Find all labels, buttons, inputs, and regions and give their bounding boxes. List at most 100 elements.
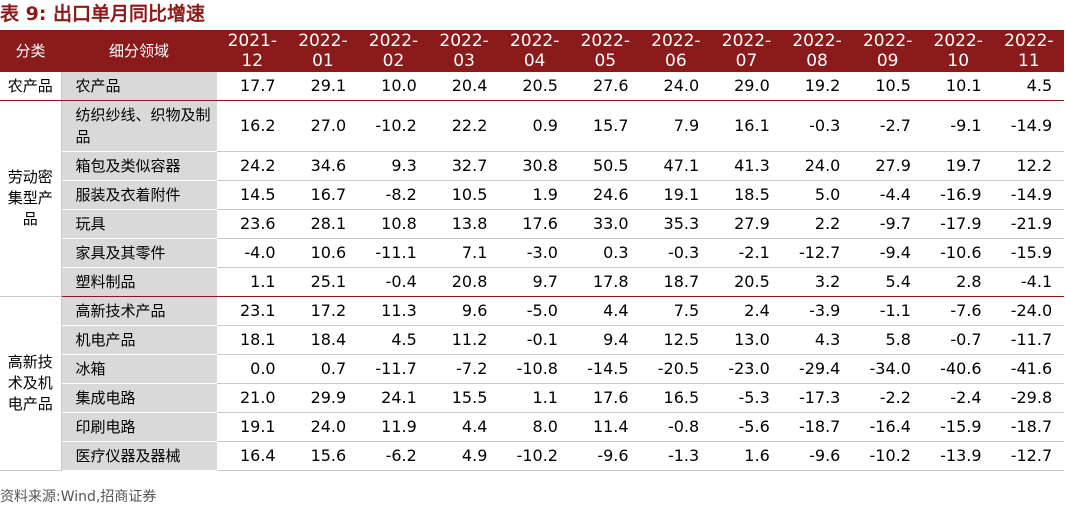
value-cell: -11.1 xyxy=(358,238,429,268)
value-cell: 11.4 xyxy=(569,412,641,442)
value-cell: -2.7 xyxy=(852,100,923,152)
value-cell: -18.7 xyxy=(993,412,1065,442)
header-month: 2022- 11 xyxy=(993,30,1065,72)
value-cell: -12.7 xyxy=(781,238,853,268)
value-cell: -10.2 xyxy=(852,441,923,471)
value-cell: 1.1 xyxy=(499,383,570,413)
value-cell: 27.0 xyxy=(287,100,359,152)
value-cell: -2.1 xyxy=(711,238,782,268)
subcategory-cell: 塑料制品 xyxy=(61,267,217,297)
subcategory-cell: 机电产品 xyxy=(61,325,217,355)
subcategory-cell: 高新技术产品 xyxy=(61,296,217,326)
value-cell: -14.5 xyxy=(569,354,641,384)
value-cell: -41.6 xyxy=(993,354,1065,384)
header-month: 2021- 12 xyxy=(217,30,288,72)
value-cell: -14.9 xyxy=(993,100,1065,152)
value-cell: -21.9 xyxy=(993,209,1065,239)
value-cell: 24.0 xyxy=(640,72,712,101)
value-cell: 35.3 xyxy=(640,209,712,239)
category-cell: 劳动密集型产品 xyxy=(0,100,62,297)
value-cell: 18.1 xyxy=(217,325,288,355)
value-cell: 47.1 xyxy=(640,151,712,181)
value-cell: 20.8 xyxy=(428,267,500,297)
value-cell: 27.9 xyxy=(852,151,923,181)
value-cell: -15.9 xyxy=(922,412,994,442)
category-cell: 高新技术及机电产品 xyxy=(0,296,62,471)
header-month: 2022- 09 xyxy=(852,30,923,72)
value-cell: 16.2 xyxy=(217,100,288,152)
category-cell: 农产品 xyxy=(0,72,62,101)
value-cell: 50.5 xyxy=(569,151,641,181)
table-row: 医疗仪器及器械 16.4 15.6 -6.2 4.9 -10.2 -9.6 -1.3 1.6 -9… xyxy=(0,441,1065,471)
table-row: 高新技术及机电产品 高新技术产品 23.1 17.2 11.3 9.6 -5.0 4.4 7.5… xyxy=(0,296,1065,471)
value-cell: 17.6 xyxy=(569,383,641,413)
header-month: 2022- 02 xyxy=(358,30,429,72)
value-cell: 27.6 xyxy=(569,72,641,101)
value-cell: 0.0 xyxy=(217,354,288,384)
header-month: 2022- 03 xyxy=(428,30,500,72)
value-cell: -0.3 xyxy=(781,100,853,152)
value-cell: -40.6 xyxy=(922,354,994,384)
value-cell: 24.1 xyxy=(358,383,429,413)
subcategory-cell: 玩具 xyxy=(61,209,217,239)
value-cell: 2.2 xyxy=(781,209,853,239)
value-cell: -10.2 xyxy=(358,100,429,152)
value-cell: -15.9 xyxy=(993,238,1065,268)
value-cell: -2.4 xyxy=(922,383,994,413)
table-row: 塑料制品 1.1 25.1 -0.4 20.8 9.7 17.8 18.7 20.5 3.2 5.4… xyxy=(0,267,1065,297)
value-cell: -9.1 xyxy=(922,100,994,152)
value-cell: -1.1 xyxy=(852,296,923,326)
value-cell: 7.9 xyxy=(640,100,712,152)
value-cell: 24.2 xyxy=(217,151,288,181)
value-cell: 11.2 xyxy=(428,325,500,355)
value-cell: 7.1 xyxy=(428,238,500,268)
value-cell: -0.8 xyxy=(640,412,712,442)
value-cell: -8.2 xyxy=(358,180,429,210)
value-cell: 23.1 xyxy=(217,296,288,326)
value-cell: 9.7 xyxy=(499,267,570,297)
value-cell: 11.9 xyxy=(358,412,429,442)
table-row: 集成电路 21.0 29.9 24.1 15.5 1.1 17.6 16.5 -5.3 -17.3… xyxy=(0,383,1065,413)
value-cell: -0.4 xyxy=(358,267,429,297)
value-cell: 2.8 xyxy=(922,267,994,297)
value-cell: -16.9 xyxy=(922,180,994,210)
value-cell: -2.2 xyxy=(852,383,923,413)
header-month: 2022- 01 xyxy=(287,30,359,72)
table-row: 印刷电路 19.1 24.0 11.9 4.4 8.0 11.4 -0.8 -5.6 -18.7-… xyxy=(0,412,1065,442)
value-cell: 4.5 xyxy=(993,72,1065,101)
subcategory-cell: 集成电路 xyxy=(61,383,217,413)
value-cell: 9.6 xyxy=(428,296,500,326)
value-cell: -5.6 xyxy=(711,412,782,442)
value-cell: -13.9 xyxy=(922,441,994,471)
table-row: 机电产品 18.1 18.4 4.5 11.2 -0.1 9.4 12.5 13.0 4.3 5.8… xyxy=(0,325,1065,355)
subcategory-cell: 服装及衣着附件 xyxy=(61,180,217,210)
value-cell: 19.1 xyxy=(217,412,288,442)
value-cell: -18.7 xyxy=(781,412,853,442)
header-subcategory: 细分领域 xyxy=(61,30,217,72)
header-month: 2022- 07 xyxy=(711,30,782,72)
table-row: 劳动密集型产品 纺织纱线、织物及制品 16.2 27.0 -10.2 22.2 0.9 15.… xyxy=(0,100,1065,297)
value-cell: 4.4 xyxy=(569,296,641,326)
value-cell: 25.1 xyxy=(287,267,359,297)
value-cell: -3.0 xyxy=(499,238,570,268)
value-cell: 10.5 xyxy=(852,72,923,101)
value-cell: 5.8 xyxy=(852,325,923,355)
value-cell: 9.4 xyxy=(569,325,641,355)
value-cell: 11.3 xyxy=(358,296,429,326)
value-cell: -4.0 xyxy=(217,238,288,268)
value-cell: 4.4 xyxy=(428,412,500,442)
value-cell: 29.1 xyxy=(287,72,359,101)
subcategory-cell: 医疗仪器及器械 xyxy=(61,441,217,471)
value-cell: 18.4 xyxy=(287,325,359,355)
value-cell: 10.0 xyxy=(358,72,429,101)
value-cell: 17.6 xyxy=(499,209,570,239)
value-cell: 1.9 xyxy=(499,180,570,210)
value-cell: 12.2 xyxy=(993,151,1065,181)
value-cell: 20.5 xyxy=(499,72,570,101)
value-cell: -14.9 xyxy=(993,180,1065,210)
value-cell: -9.6 xyxy=(781,441,853,471)
subcategory-cell: 冰箱 xyxy=(61,354,217,384)
value-cell: 15.5 xyxy=(428,383,500,413)
value-cell: -7.6 xyxy=(922,296,994,326)
value-cell: 33.0 xyxy=(569,209,641,239)
